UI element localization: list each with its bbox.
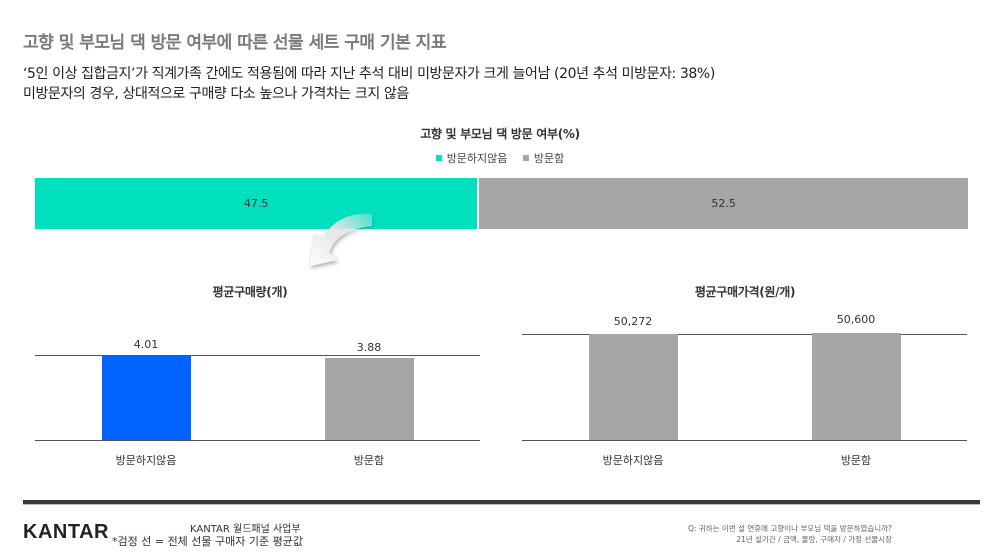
segment-visited: 52.5	[477, 178, 968, 229]
visit-chart-legend: 방문하지않음 방문함	[0, 150, 1000, 166]
curved-arrow-icon	[310, 213, 372, 266]
avg-quantity-title: 평균구매량(개)	[212, 285, 288, 299]
visit-stacked-bar: 47.5 52.5	[35, 178, 968, 229]
subtitle-line-2: 미방문자의 경우, 상대적으로 구매량 다소 높으나 가격차는 크지 않음	[23, 86, 409, 102]
page-title: 고향 및 부모님 댁 방문 여부에 따른 선물 세트 구매 기본 지표	[23, 33, 446, 53]
visit-chart-title: 고향 및 부모님 댁 방문 여부(%)	[420, 127, 580, 141]
avg-quantity-chart: 4.01 3.88 방문하지않음 방문함	[35, 300, 480, 467]
value-label: 4.01	[133, 338, 159, 351]
bar-visited	[325, 358, 414, 440]
bar-visited	[812, 333, 901, 440]
category-label: 방문함	[353, 454, 385, 467]
category-label: 방문함	[840, 454, 872, 467]
source-question: Q: 귀하는 이번 설 연휴에 고향이나 부모님 댁을 방문하였습니까? 21년…	[688, 523, 892, 545]
bar-not-visited	[102, 355, 191, 440]
legend-swatch-icon	[522, 155, 529, 161]
avg-price-title: 평균구매가격(원/개)	[694, 285, 796, 299]
department-label: KANTAR 월드패널 사업부	[190, 524, 301, 535]
baseline	[522, 440, 967, 441]
footnote: *검정 선 = 전체 선물 구매자 기준 평균값	[112, 535, 303, 548]
source-text: 21년 설기간 / 금액, 물량, 구매자 / 가정 선물시장	[736, 535, 892, 544]
category-label: 방문하지않음	[115, 454, 177, 467]
kantar-logo: KANTAR	[23, 521, 109, 543]
legend-item-not-visited: 방문하지않음	[435, 150, 507, 166]
legend-item-visited: 방문함	[522, 150, 564, 166]
subtitle-line-1: ‘5인 이상 집합금지’가 직계가족 간에도 적용됨에 따라 지난 추석 대비 …	[23, 66, 715, 82]
average-reference-line	[35, 355, 480, 356]
value-label: 50,600	[836, 313, 876, 326]
bar-not-visited	[589, 334, 678, 440]
legend-swatch-icon	[435, 155, 442, 161]
category-label: 방문하지않음	[602, 454, 664, 467]
value-label: 50,272	[613, 315, 653, 328]
average-reference-line	[522, 334, 967, 335]
question-text: Q: 귀하는 이번 설 연휴에 고향이나 부모님 댁을 방문하였습니까?	[688, 524, 892, 533]
footer-divider	[23, 500, 980, 504]
avg-price-chart: 50,272 50,600 방문하지않음 방문함	[522, 300, 967, 467]
segment-not-visited: 47.5	[35, 178, 478, 229]
value-label: 3.88	[356, 341, 382, 354]
baseline	[35, 440, 480, 441]
